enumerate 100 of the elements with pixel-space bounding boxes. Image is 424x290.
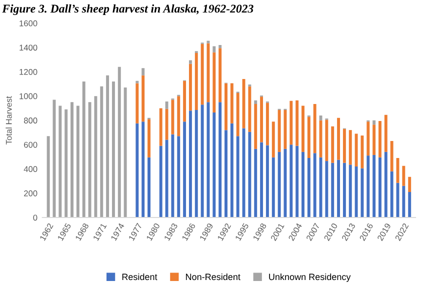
bar (366, 156, 370, 218)
bar (136, 123, 139, 218)
bar (136, 80, 139, 84)
bar (70, 102, 74, 218)
bar (248, 86, 252, 132)
bar (390, 171, 394, 218)
bar (218, 45, 222, 48)
bar (254, 148, 258, 218)
bar (402, 186, 406, 218)
bar (194, 52, 198, 110)
bar (177, 136, 180, 218)
bar (46, 136, 50, 218)
bar (348, 164, 352, 218)
bar (360, 168, 364, 218)
bar (272, 157, 275, 218)
bar (337, 118, 340, 160)
bar (159, 108, 162, 146)
bar (100, 86, 104, 218)
bar (236, 93, 240, 136)
bar (171, 134, 174, 218)
y-tick-label: 200 (24, 190, 38, 196)
bar (278, 110, 281, 152)
bar (183, 80, 186, 122)
bar (159, 146, 162, 218)
bar (177, 96, 180, 136)
bar (372, 154, 376, 218)
bar (302, 152, 304, 218)
y-tick-label: 400 (24, 166, 38, 172)
bar (302, 106, 304, 152)
bar (342, 162, 346, 218)
y-tick-label: 800 (24, 118, 38, 124)
bar (212, 52, 216, 112)
y-tick-label: 600 (24, 142, 38, 148)
bar (313, 104, 316, 154)
bar (230, 83, 234, 124)
bar (218, 102, 222, 218)
bar (354, 166, 358, 218)
bar (408, 192, 412, 218)
bar (360, 136, 364, 168)
bar (390, 140, 394, 172)
bar (188, 60, 192, 64)
bar (337, 160, 340, 218)
legend-label: Resident (122, 273, 158, 280)
bar (188, 110, 192, 218)
bar (284, 110, 287, 149)
bar (325, 161, 328, 218)
bar (266, 145, 269, 218)
bar (296, 146, 299, 218)
bar (224, 83, 228, 130)
bar (165, 108, 168, 140)
bar (372, 120, 376, 125)
bar (136, 83, 139, 124)
bar (284, 148, 287, 218)
bar (408, 176, 412, 192)
bar (230, 123, 234, 218)
bar (296, 100, 299, 146)
bar (142, 122, 145, 218)
bar (64, 109, 68, 218)
bar (272, 122, 275, 158)
bar (148, 157, 150, 218)
bar (378, 120, 382, 158)
y-axis-title: Total Harvest (6, 96, 12, 144)
bar (200, 44, 204, 105)
bar (236, 136, 240, 218)
bar (307, 116, 310, 158)
bar (171, 100, 174, 134)
bar (194, 110, 198, 218)
bar (366, 122, 370, 156)
bar (224, 130, 228, 218)
chart-title: Figure 3. Dall’s sheep harvest in Alaska, 1962-2023 (2, 4, 254, 16)
bar (260, 142, 264, 218)
bar (218, 48, 222, 102)
bar (384, 152, 388, 218)
legend-label: Non-Resident (186, 273, 240, 280)
bar (402, 166, 406, 186)
bar (124, 88, 127, 218)
bar (331, 162, 334, 218)
y-tick-label: 1600 (20, 20, 38, 26)
bar (188, 64, 192, 111)
bar (348, 130, 352, 165)
bar (372, 124, 376, 155)
bar (165, 140, 168, 218)
bar (331, 126, 334, 163)
bar (260, 96, 264, 142)
y-tick-label: 0 (33, 214, 38, 221)
bar (200, 104, 204, 218)
bar (254, 104, 258, 149)
bar (165, 102, 168, 109)
bar (354, 134, 358, 166)
bar (82, 81, 86, 218)
bar (254, 100, 258, 104)
bar (313, 153, 316, 218)
bar (325, 120, 328, 162)
bar (112, 81, 115, 218)
bar (94, 96, 98, 218)
bar (248, 132, 252, 218)
bar (58, 106, 62, 218)
y-tick-label: 1200 (20, 68, 38, 75)
bar (88, 102, 92, 218)
bar (342, 128, 346, 163)
